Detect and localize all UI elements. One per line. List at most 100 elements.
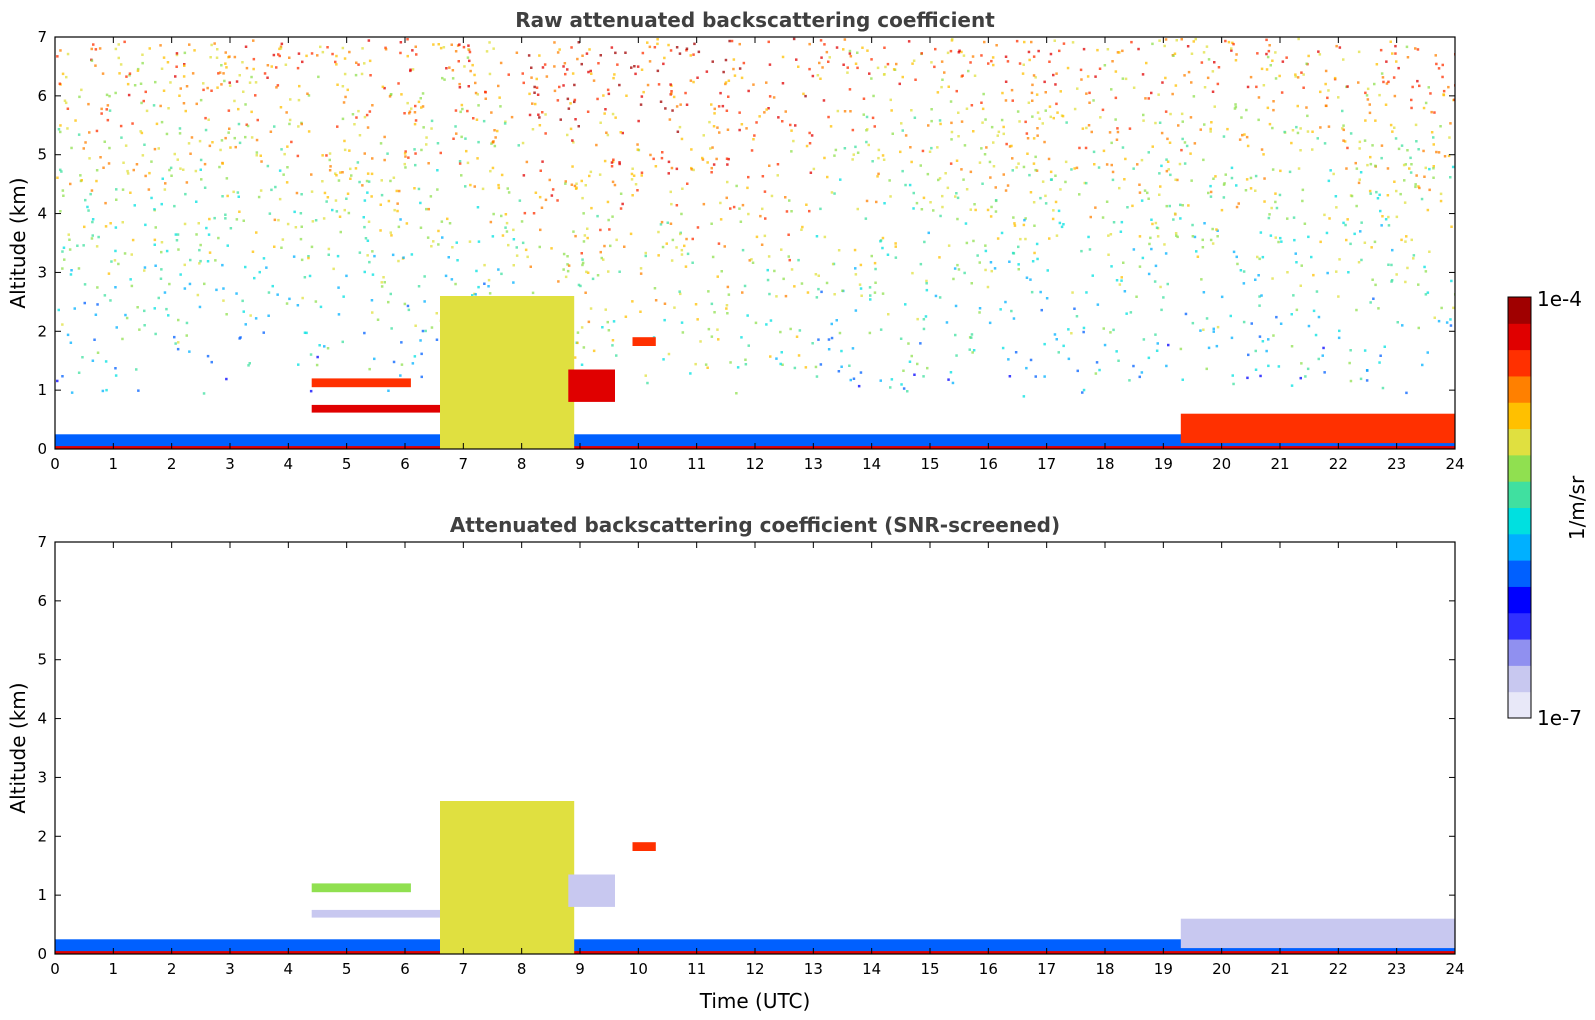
noise-pixel	[1034, 168, 1037, 172]
noise-pixel	[621, 131, 624, 135]
noise-pixel	[1156, 342, 1159, 345]
noise-pixel	[177, 341, 180, 344]
noise-pixel	[706, 161, 709, 164]
noise-pixel	[1167, 343, 1170, 347]
noise-pixel	[380, 285, 384, 288]
top-panel: Raw attenuated backscattering coefficien…	[6, 8, 1465, 473]
noise-pixel	[1110, 141, 1113, 145]
noise-pixel	[189, 152, 192, 155]
noise-pixel	[1065, 121, 1068, 124]
noise-pixel	[249, 314, 252, 317]
noise-pixel	[363, 270, 366, 274]
noise-pixel	[713, 107, 716, 111]
noise-pixel	[913, 373, 916, 376]
x-tick-label: 23	[1387, 455, 1406, 473]
noise-pixel	[481, 187, 485, 191]
noise-pixel	[735, 184, 738, 188]
noise-pixel	[669, 222, 673, 225]
noise-pixel	[1230, 176, 1234, 180]
noise-pixel	[1116, 130, 1120, 134]
noise-pixel	[219, 148, 222, 152]
noise-pixel	[710, 335, 714, 338]
noise-pixel	[974, 208, 977, 212]
colorbar-gradient	[1508, 297, 1531, 719]
noise-pixel	[1260, 67, 1264, 71]
noise-pixel	[653, 46, 657, 49]
noise-pixel	[451, 69, 455, 72]
noise-pixel	[925, 282, 928, 285]
noise-pixel	[738, 42, 741, 46]
noise-pixel	[1286, 217, 1289, 220]
noise-pixel	[165, 249, 169, 253]
noise-pixel	[341, 117, 345, 121]
noise-pixel	[1212, 327, 1215, 331]
noise-pixel	[1112, 328, 1115, 332]
noise-pixel	[227, 109, 231, 112]
noise-pixel	[720, 270, 723, 273]
noise-pixel	[800, 228, 803, 231]
noise-pixel	[367, 180, 371, 183]
noise-pixel	[286, 166, 289, 169]
noise-pixel	[57, 308, 60, 312]
noise-pixel	[986, 208, 990, 212]
noise-pixel	[157, 147, 160, 150]
noise-pixel	[159, 277, 163, 280]
noise-pixel	[1062, 344, 1065, 348]
noise-pixel	[1274, 200, 1277, 204]
noise-pixel	[1371, 144, 1374, 147]
noise-pixel	[1029, 191, 1033, 194]
noise-pixel	[357, 109, 360, 113]
noise-pixel	[252, 67, 255, 71]
noise-pixel	[1220, 208, 1224, 212]
noise-pixel	[1211, 227, 1214, 231]
noise-pixel	[59, 210, 62, 213]
noise-pixel	[1096, 303, 1100, 306]
noise-pixel	[661, 245, 665, 249]
x-tick-label: 2	[167, 960, 177, 978]
noise-pixel	[183, 263, 186, 267]
noise-pixel	[725, 304, 729, 307]
noise-pixel	[575, 186, 578, 189]
noise-pixel	[100, 112, 103, 115]
noise-pixel	[1290, 141, 1293, 145]
noise-pixel	[613, 73, 616, 76]
noise-pixel	[585, 270, 588, 274]
noise-pixel	[454, 109, 458, 112]
noise-pixel	[887, 313, 890, 316]
noise-pixel	[406, 38, 409, 41]
noise-pixel	[782, 277, 785, 281]
noise-pixel	[1186, 45, 1190, 48]
noise-pixel	[1240, 116, 1243, 119]
noise-pixel	[1110, 265, 1113, 268]
noise-pixel	[957, 135, 960, 138]
noise-pixel	[189, 258, 192, 262]
noise-pixel	[962, 178, 965, 181]
noise-pixel	[1418, 186, 1421, 190]
noise-pixel	[1034, 375, 1037, 378]
noise-pixel	[344, 95, 347, 99]
noise-pixel	[1374, 164, 1377, 168]
noise-pixel	[955, 159, 959, 162]
noise-pixel	[1453, 98, 1455, 102]
noise-pixel	[1036, 257, 1039, 261]
noise-pixel	[106, 104, 110, 107]
noise-pixel	[569, 102, 572, 105]
noise-pixel	[1194, 37, 1197, 41]
noise-pixel	[1101, 216, 1105, 219]
noise-pixel	[769, 319, 773, 322]
noise-pixel	[188, 350, 191, 353]
noise-pixel	[341, 171, 344, 174]
noise-pixel	[1230, 166, 1234, 170]
noise-pixel	[1079, 68, 1083, 72]
noise-pixel	[1292, 294, 1295, 297]
noise-pixel	[994, 186, 997, 189]
noise-pixel	[308, 274, 312, 278]
noise-pixel	[350, 174, 353, 177]
noise-pixel	[1066, 66, 1070, 70]
noise-pixel	[1142, 338, 1146, 341]
noise-pixel	[328, 152, 332, 155]
noise-pixel	[944, 172, 947, 175]
noise-pixel	[1212, 177, 1215, 180]
noise-pixel	[1124, 157, 1127, 161]
noise-pixel	[1175, 234, 1178, 237]
